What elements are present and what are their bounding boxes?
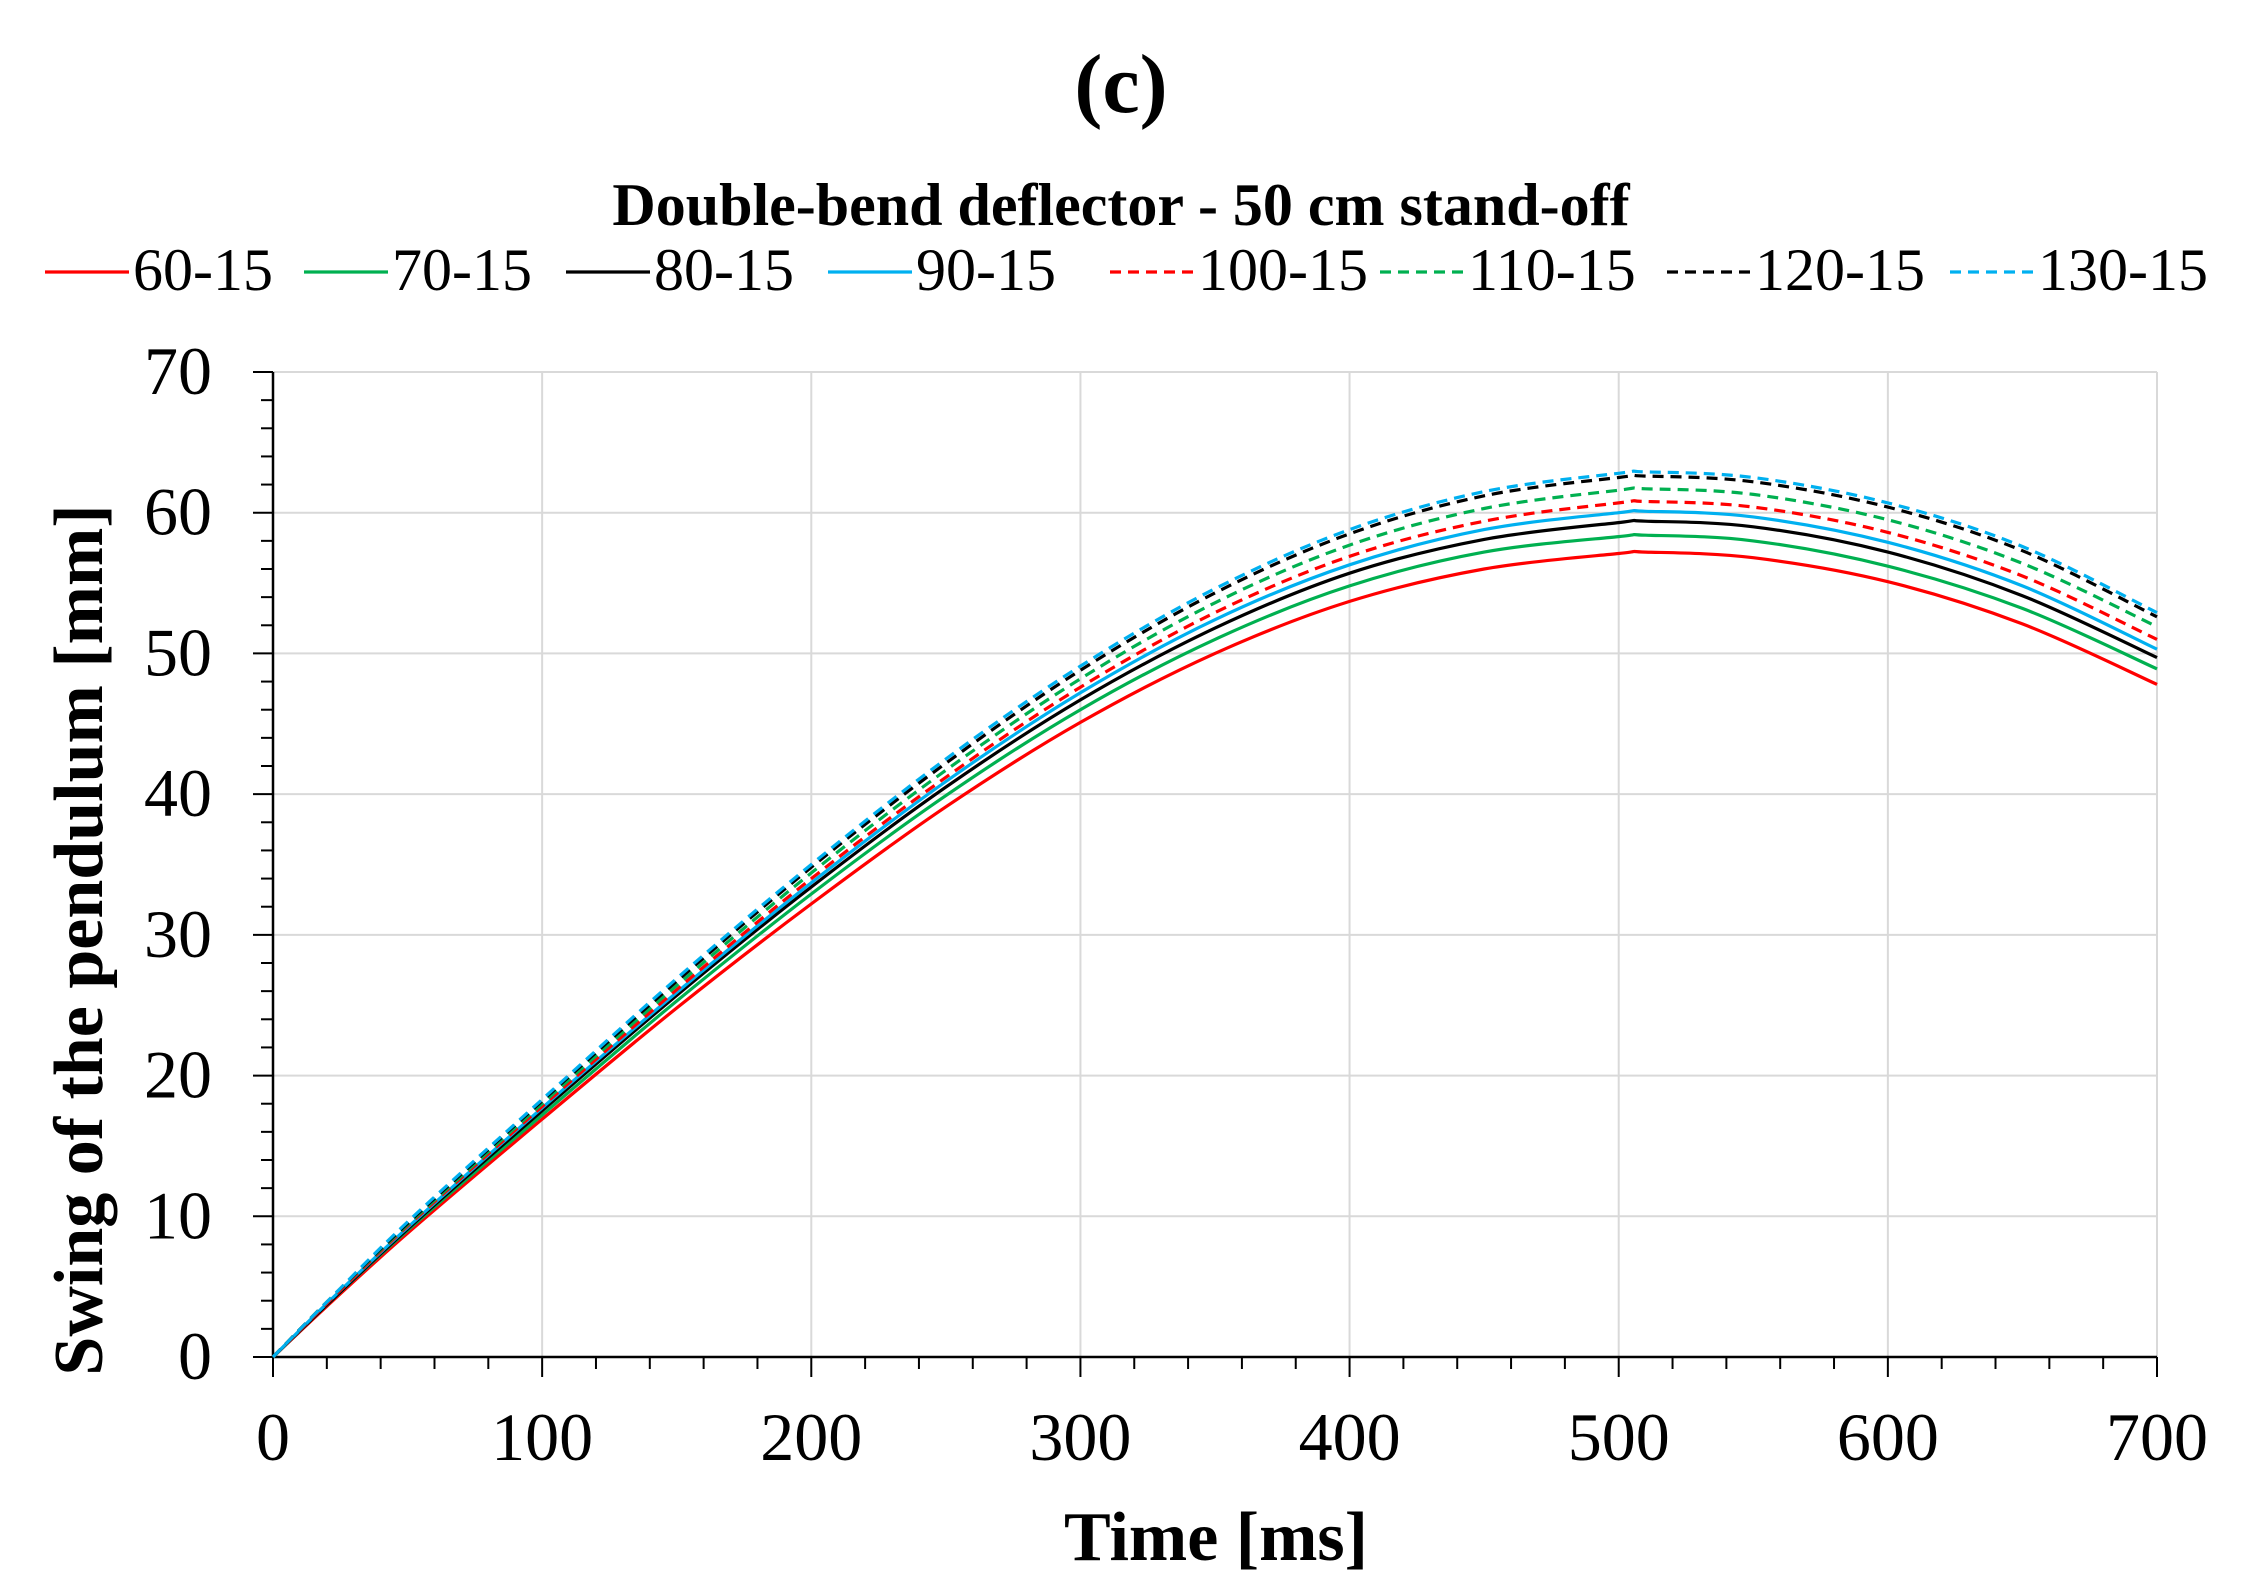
x-tick-label-2: 200 (760, 1399, 862, 1475)
legend-label-130-15: 130-15 (2038, 237, 2208, 303)
legend-item-120-15: 120-15 (1667, 237, 1925, 303)
legend-label-60-15: 60-15 (133, 237, 273, 303)
legend-label-120-15: 120-15 (1755, 237, 1925, 303)
legend-item-100-15: 100-15 (1110, 237, 1368, 303)
x-tick-label-0: 0 (256, 1399, 290, 1475)
y-tick-label-1: 10 (144, 1177, 212, 1253)
x-tick-label-3: 300 (1029, 1399, 1131, 1475)
x-tick-label-4: 400 (1299, 1399, 1401, 1475)
legend-label-70-15: 70-15 (392, 237, 532, 303)
series-line-130-15 (271, 469, 2158, 1359)
y-tick-label-7: 70 (144, 333, 212, 409)
legend-label-80-15: 80-15 (654, 237, 794, 303)
series-line-80-15 (271, 518, 2158, 1359)
y-tick-labels: 0 10 20 30 40 50 60 70 (144, 333, 212, 1394)
grid (273, 371, 2158, 1357)
legend-item-110-15: 110-15 (1380, 237, 1636, 303)
x-tick-label-5: 500 (1568, 1399, 1670, 1475)
legend-item-130-15: 130-15 (1950, 237, 2208, 303)
y-tick-label-4: 40 (144, 755, 212, 831)
x-tick-label-7: 700 (2106, 1399, 2208, 1475)
x-tick-label-1: 100 (491, 1399, 593, 1475)
series-line-110-15 (271, 486, 2158, 1359)
series-line-90-15 (271, 509, 2158, 1359)
series-line-70-15 (271, 532, 2158, 1359)
y-tick-label-2: 20 (144, 1037, 212, 1113)
chart-title: Double-bend deflector - 50 cm stand-off (612, 172, 1630, 238)
legend-item-80-15: 80-15 (566, 237, 794, 303)
axes (253, 371, 2158, 1377)
panel-label: (c) (1074, 38, 1167, 131)
x-tick-label-6: 600 (1837, 1399, 1939, 1475)
legend-item-60-15: 60-15 (45, 237, 273, 303)
legend-label-110-15: 110-15 (1468, 237, 1636, 303)
x-tick-labels: 0 100 200 300 400 500 600 700 (256, 1399, 2208, 1475)
plot-series (271, 469, 2158, 1359)
legend-label-90-15: 90-15 (916, 237, 1056, 303)
legend-item-70-15: 70-15 (304, 237, 532, 303)
series-line-100-15 (271, 499, 2158, 1359)
y-tick-label-3: 30 (144, 896, 212, 972)
y-tick-label-5: 50 (144, 614, 212, 690)
y-tick-label-6: 60 (144, 474, 212, 550)
x-axis-label: Time [ms] (1064, 1499, 1368, 1576)
legend: 60-15 70-15 80-15 90-15 100-15 110-15 120-15 13… (45, 237, 2208, 303)
legend-item-90-15: 90-15 (828, 237, 1056, 303)
y-axis-label: Swing of the pendulum [mm] (41, 504, 118, 1375)
series-line-60-15 (271, 549, 2158, 1359)
y-tick-label-0: 0 (178, 1318, 212, 1394)
legend-label-100-15: 100-15 (1198, 237, 1368, 303)
series-line-120-15 (271, 473, 2158, 1359)
